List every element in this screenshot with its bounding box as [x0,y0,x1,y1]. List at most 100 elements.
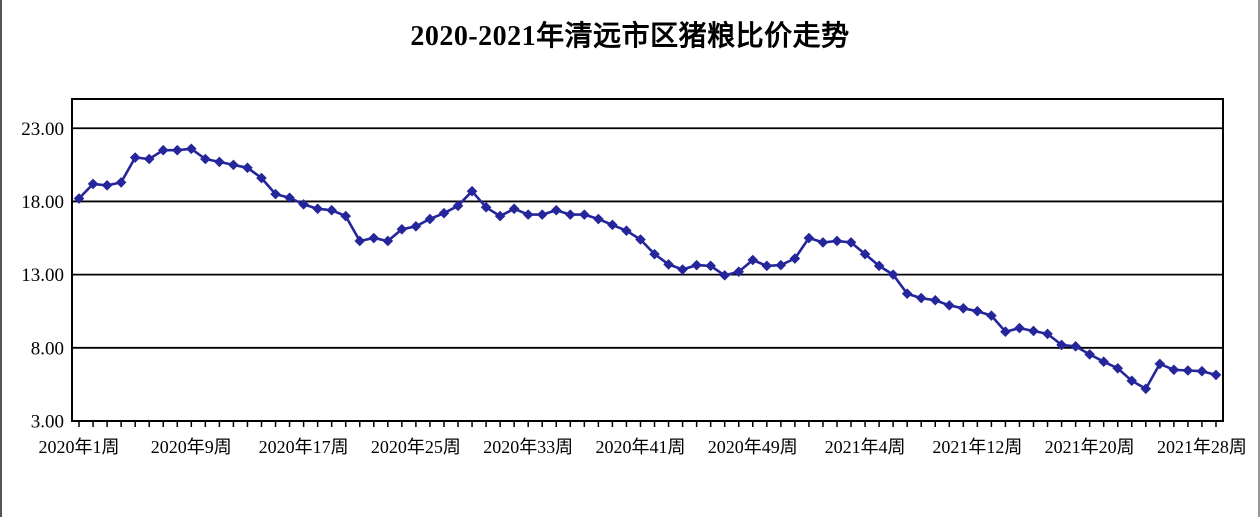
x-axis-label: 2020年9周 [151,437,232,457]
data-point [635,234,646,245]
plot-area-border [71,98,1224,422]
data-point [73,193,85,204]
x-axis-label: 2020年17周 [259,437,349,457]
data-point [621,225,632,237]
data-point [143,153,155,165]
data-point [901,288,913,299]
data-point [1028,325,1039,337]
data-point [1196,365,1208,377]
data-point [943,300,955,311]
x-axis-label: 2020年1周 [39,437,120,457]
x-axis-label: 2021年20周 [1045,437,1135,457]
x-axis-label: 2021年12周 [932,437,1022,457]
data-point [536,209,548,220]
data-point [1056,339,1067,351]
data-point [663,259,674,270]
data-point [845,237,857,248]
data-point [312,203,323,215]
data-point [228,159,239,171]
data-point [859,248,871,260]
data-point [186,143,197,155]
x-axis-label: 2020年25周 [371,437,461,457]
data-point [1070,341,1081,352]
x-axis-label: 2021年4周 [825,437,906,457]
x-axis-label: 2020年49周 [708,437,798,457]
data-point [242,162,253,174]
data-point [649,248,660,260]
data-point [396,223,408,235]
data-point [831,235,843,247]
data-point [270,188,281,200]
data-point [986,310,997,321]
data-point [873,260,885,272]
data-point [958,303,969,314]
data-point [550,204,562,216]
data-point [817,237,829,248]
data-point [494,210,506,222]
data-point [747,254,759,266]
y-axis-label: 13.00 [21,265,64,286]
data-point [340,210,352,222]
data-point [129,152,141,163]
data-point [1042,328,1053,340]
series-markers [73,143,1222,395]
data-point [298,199,309,210]
data-point [508,203,520,215]
y-axis-label: 3.00 [31,412,64,433]
data-point [705,260,716,272]
data-point [157,144,169,156]
data-point [200,153,211,165]
y-axis-labels: 3.00 8.00 13.00 18.00 23.00 [21,119,64,433]
data-point [1168,364,1180,376]
data-point [803,232,815,244]
x-axis-label: 2020年33周 [483,437,573,457]
data-point [171,144,183,156]
data-point [607,219,618,231]
chart-title: 2020-2021年清远市区猪粮比价走势 [410,21,850,52]
data-point [438,207,450,219]
data-point [677,264,688,275]
data-point [775,259,787,271]
data-point [1098,356,1109,368]
data-point [284,192,295,204]
data-point [789,253,801,264]
data-point [452,200,464,212]
y-gridlines [72,127,1223,349]
data-point [410,221,422,232]
x-axis-label: 2020年41周 [595,437,685,457]
data-point [522,209,534,220]
data-point [593,213,604,225]
data-point [326,204,337,216]
data-point [1112,363,1124,374]
data-point [564,209,576,220]
data-point [368,232,380,244]
data-point [101,180,113,191]
data-point [1182,365,1194,376]
data-point [115,177,127,188]
x-axis-ticks [78,421,1217,427]
data-point [887,269,899,280]
data-point [929,294,941,306]
data-point [691,259,702,271]
y-axis-label: 8.00 [31,338,64,359]
data-point [1140,383,1152,395]
data-point [87,178,99,190]
data-point [1154,358,1166,370]
y-axis-label: 23.00 [21,119,64,140]
data-point [466,185,478,197]
data-point [480,202,492,213]
data-point [256,172,267,184]
data-point [1084,349,1095,360]
data-point [354,235,366,247]
y-axis-label: 18.00 [21,192,64,213]
data-point [719,270,731,281]
data-point [733,266,745,278]
x-axis-label: 2021年28周 [1157,437,1247,457]
data-point [915,292,927,304]
series-line [77,147,1218,391]
x-axis-labels: 2020年1周 2020年9周 2020年17周 2020年25周 2020年33周 20… [39,437,1247,457]
data-point [424,213,436,225]
data-point [1210,369,1222,381]
